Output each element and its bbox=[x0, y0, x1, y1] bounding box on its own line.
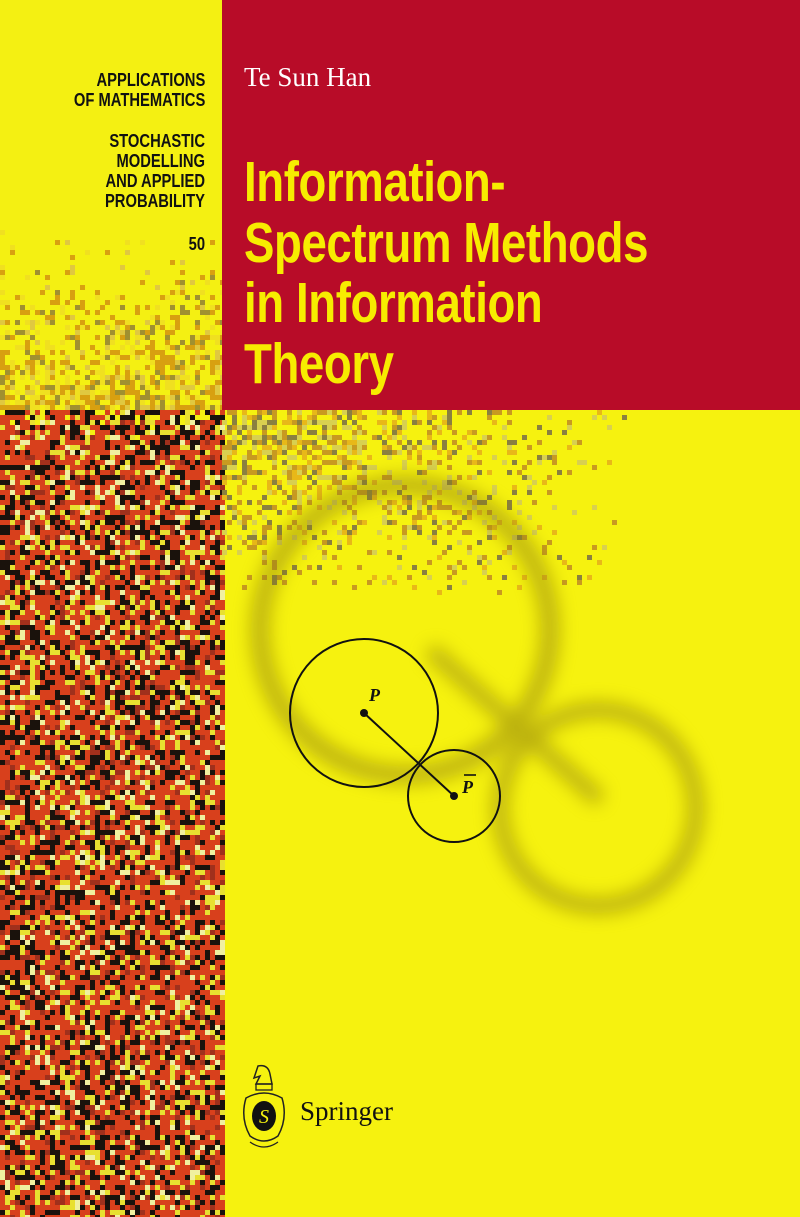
series-line: APPLICATIONS bbox=[96, 70, 205, 90]
shadow-circles bbox=[251, 476, 704, 914]
author: Te Sun Han bbox=[244, 62, 372, 92]
series-line: MODELLING bbox=[116, 151, 205, 171]
title-line: Information- bbox=[244, 150, 506, 214]
connecting-line bbox=[363, 712, 455, 797]
title-panel bbox=[222, 0, 800, 410]
title-line: in Information bbox=[244, 271, 543, 335]
label-pbar: P bbox=[461, 777, 474, 797]
title-line: Theory bbox=[244, 331, 394, 396]
point-p bbox=[360, 709, 368, 717]
volume-number: 50 bbox=[188, 234, 205, 254]
large-circle bbox=[289, 638, 439, 788]
publisher-name: Springer bbox=[300, 1096, 393, 1126]
title-line: Spectrum Methods bbox=[244, 210, 649, 275]
series-line: STOCHASTIC bbox=[109, 131, 205, 151]
point-pbar bbox=[450, 792, 458, 800]
series-line: PROBABILITY bbox=[104, 191, 205, 211]
series-line: AND APPLIED bbox=[105, 171, 205, 191]
small-circle bbox=[407, 749, 501, 843]
series-name: APPLICATIONS OF MATHEMATICS bbox=[74, 70, 205, 110]
series-line: OF MATHEMATICS bbox=[73, 90, 205, 110]
book-title: Information- Spectrum Methods in Informa… bbox=[244, 152, 648, 394]
springer-knight-logo-icon: S bbox=[243, 1064, 285, 1148]
sub-series-name: STOCHASTIC MODELLING AND APPLIED PROBABI… bbox=[105, 131, 205, 211]
label-p: P bbox=[368, 685, 381, 705]
